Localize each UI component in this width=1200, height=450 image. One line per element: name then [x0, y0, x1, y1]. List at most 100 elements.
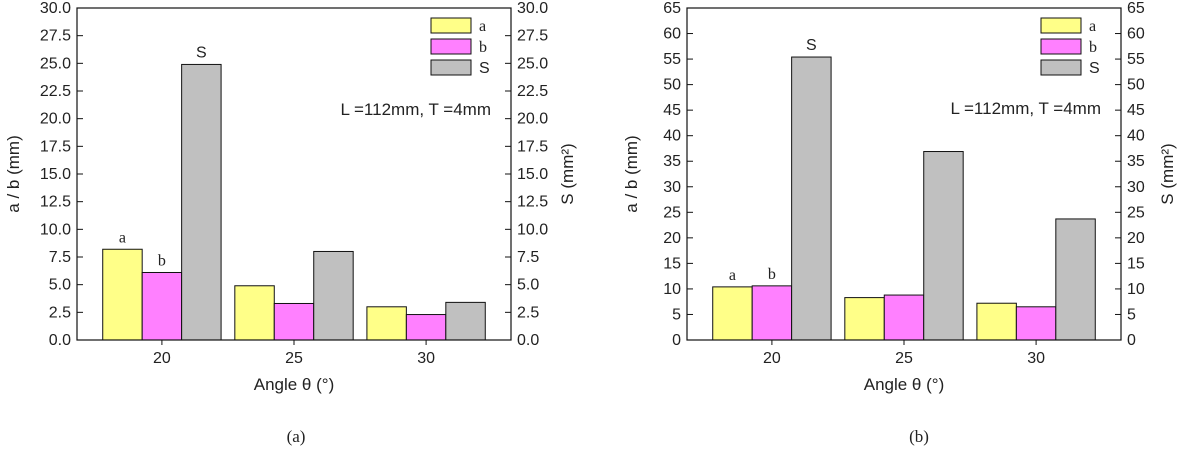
y-right-tick-label: 5.0	[517, 277, 539, 294]
y-axis-label: a / b (mm)	[622, 135, 641, 212]
y-right-tick-label: 5	[1127, 306, 1136, 323]
y-right-tick-label: 7.5	[517, 249, 539, 266]
x-tick-label: 30	[1027, 350, 1045, 367]
legend-swatch-S	[1040, 59, 1082, 76]
y-tick-label: 15	[663, 255, 681, 272]
y-tick-label: 25.0	[40, 55, 71, 72]
bar-a-20	[712, 286, 753, 341]
y-tick-label: 50	[663, 77, 681, 94]
y-tick-label: 25	[663, 204, 681, 221]
y-right-tick-label: 65	[1127, 0, 1145, 17]
y-right-tick-label: 22.5	[517, 83, 548, 100]
y-tick-label: 65	[663, 0, 681, 17]
y-tick-label: 5	[672, 306, 681, 323]
y-right-tick-label: 30	[1127, 179, 1145, 196]
x-tick-label: 25	[285, 350, 303, 367]
y-tick-label: 12.5	[40, 194, 71, 211]
bar-a-30	[976, 302, 1017, 341]
y-right-tick-label: 12.5	[517, 194, 548, 211]
y-right-tick-label: 0	[1127, 332, 1136, 349]
y-right-tick-label: 25.0	[517, 55, 548, 72]
bar-S-30	[445, 301, 486, 341]
annotation: L =112mm, T =4mm	[340, 100, 491, 119]
y-tick-label: 0.0	[49, 332, 71, 349]
y-right-tick-label: 20	[1127, 230, 1145, 247]
bar-S-25	[313, 250, 354, 341]
y-right-tick-label: 15.0	[517, 166, 548, 183]
y-tick-label: 10	[663, 281, 681, 298]
y-tick-label: 20	[663, 230, 681, 247]
bar-b-25	[273, 302, 315, 341]
bar-S-25	[923, 151, 964, 341]
legend-swatch-b	[1040, 38, 1082, 55]
y-tick-label: 0	[672, 332, 681, 349]
y-right-tick-label: 15	[1127, 255, 1145, 272]
y-right-tick-label: 10	[1127, 281, 1145, 298]
legend-label-S: S	[479, 60, 490, 77]
y-right-tick-label: 2.5	[517, 304, 539, 321]
bar-label-a: a	[729, 267, 736, 284]
annotation: L =112mm, T =4mm	[950, 99, 1101, 118]
y-tick-label: 27.5	[40, 28, 71, 45]
bar-b-25	[883, 294, 925, 341]
x-axis-label: Angle θ (°)	[864, 375, 945, 394]
y-right-tick-label: 50	[1127, 77, 1145, 94]
y-tick-label: 45	[663, 102, 681, 119]
y-right-tick-label: 17.5	[517, 138, 548, 155]
y-tick-label: 30.0	[40, 0, 71, 17]
legend-label-a: a	[479, 18, 486, 35]
y-right-tick-label: 60	[1127, 26, 1145, 43]
y-right-tick-label: 40	[1127, 128, 1145, 145]
y-tick-label: 22.5	[40, 83, 71, 100]
chart-panel-2: a bS0510152025303540455055606505101520253…	[622, 0, 1177, 446]
x-tick-label: 20	[763, 350, 781, 367]
bar-S-30	[1055, 218, 1096, 341]
bar-label-a: a	[119, 229, 126, 246]
bar-label-S: S	[196, 44, 207, 61]
figure-caption: (b)	[909, 427, 929, 446]
y-right-tick-label: 35	[1127, 153, 1145, 170]
legend-swatch-b	[430, 38, 472, 55]
bar-a-25	[234, 285, 275, 341]
y-tick-label: 17.5	[40, 138, 71, 155]
chart-panel-1: abS0.02.55.07.510.012.515.017.520.022.52…	[4, 0, 577, 446]
legend-swatch-S	[430, 59, 472, 76]
y-tick-label: 10.0	[40, 221, 71, 238]
y-right-tick-label: 0.0	[517, 332, 539, 349]
legend-swatch-a	[430, 17, 472, 34]
bar-a-20	[102, 248, 143, 341]
y-tick-label: 5.0	[49, 277, 71, 294]
x-tick-label: 20	[153, 350, 171, 367]
figure-caption: (a)	[287, 427, 306, 446]
y-right-tick-label: 27.5	[517, 28, 548, 45]
y-tick-label: 7.5	[49, 249, 71, 266]
y-right-tick-label: 20.0	[517, 111, 548, 128]
bar-a-25	[844, 297, 885, 341]
bar-a-30	[366, 306, 407, 341]
y-right-axis-label: S (mm²)	[558, 143, 577, 204]
bar-b-20	[751, 285, 793, 341]
x-axis-label: Angle θ (°)	[254, 375, 335, 394]
y-right-tick-label: 30.0	[517, 0, 548, 17]
legend-swatch-a	[1040, 17, 1082, 34]
y-axis-label: a / b (mm)	[4, 135, 23, 212]
y-right-tick-label: 55	[1127, 51, 1145, 68]
y-tick-label: 2.5	[49, 304, 71, 321]
y-right-tick-label: 10.0	[517, 221, 548, 238]
bar-label-S: S	[806, 37, 817, 54]
y-tick-label: 15.0	[40, 166, 71, 183]
bar-S-20	[181, 63, 222, 341]
bar-S-20	[791, 56, 832, 341]
y-tick-label: 55	[663, 51, 681, 68]
y-tick-label: 35	[663, 153, 681, 170]
legend-label-b: b	[479, 39, 487, 56]
y-tick-label: 40	[663, 128, 681, 145]
legend-label-a: a	[1089, 18, 1096, 35]
x-tick-label: 30	[417, 350, 435, 367]
y-right-tick-label: 45	[1127, 102, 1145, 119]
legend-label-b: b	[1089, 39, 1097, 56]
bar-b-30	[405, 314, 447, 341]
y-right-tick-label: 25	[1127, 204, 1145, 221]
bar-label-b: b	[158, 252, 166, 269]
